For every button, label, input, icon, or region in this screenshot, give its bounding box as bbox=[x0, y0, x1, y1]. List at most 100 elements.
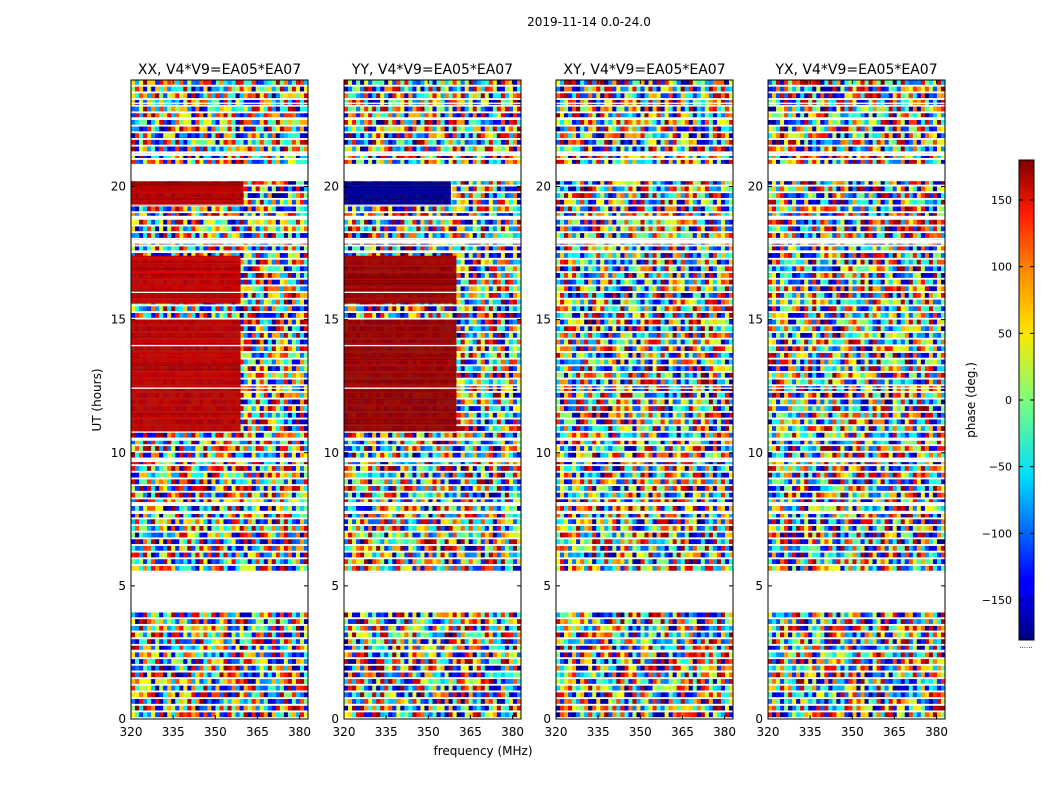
phase-cell bbox=[163, 432, 168, 438]
phase-cell bbox=[303, 712, 308, 718]
phase-cell bbox=[255, 519, 261, 525]
phase-cell bbox=[267, 193, 273, 198]
phase-cell bbox=[271, 93, 277, 99]
phase-cell bbox=[215, 506, 221, 511]
phase-cell bbox=[352, 126, 357, 132]
phase-cell bbox=[344, 146, 349, 152]
phase-cell bbox=[247, 519, 253, 525]
phase-cell bbox=[424, 86, 430, 92]
phase-cell bbox=[191, 486, 196, 491]
phase-cell bbox=[207, 625, 213, 631]
phase-cell bbox=[223, 659, 229, 664]
phase-cell bbox=[199, 639, 205, 644]
phase-cell bbox=[195, 439, 200, 445]
phase-cell bbox=[428, 126, 434, 132]
phase-cell bbox=[251, 226, 257, 232]
phase-cell bbox=[199, 486, 205, 491]
phase-cell bbox=[352, 99, 357, 105]
phase-cell bbox=[167, 659, 172, 664]
phase-cell bbox=[267, 625, 273, 631]
phase-cell bbox=[287, 552, 293, 558]
phase-cell bbox=[243, 645, 249, 651]
phase-cell bbox=[187, 519, 192, 525]
phase-cell bbox=[267, 612, 273, 618]
phase-cell bbox=[283, 339, 289, 345]
phase-cell bbox=[199, 306, 205, 312]
phase-cell bbox=[275, 399, 281, 405]
phase-cell bbox=[279, 80, 285, 85]
phase-cell bbox=[243, 339, 249, 345]
phase-stripe bbox=[131, 198, 244, 200]
phase-cell bbox=[247, 193, 253, 198]
phase-cell bbox=[243, 193, 249, 198]
phase-cell bbox=[239, 206, 245, 212]
phase-cell bbox=[239, 539, 245, 545]
phase-stripe bbox=[131, 301, 241, 303]
flagged-row bbox=[131, 163, 308, 182]
phase-cell bbox=[299, 565, 305, 571]
phase-cell bbox=[392, 126, 397, 132]
phase-cell bbox=[279, 712, 285, 718]
phase-cell bbox=[291, 246, 297, 252]
phase-cell bbox=[263, 679, 269, 684]
phase-cell bbox=[143, 539, 148, 545]
phase-cell bbox=[207, 519, 213, 525]
phase-cell bbox=[287, 492, 293, 498]
phase-cell bbox=[348, 146, 353, 152]
phase-cell bbox=[143, 525, 148, 531]
phase-cell bbox=[295, 266, 301, 272]
phase-cell bbox=[291, 319, 297, 325]
phase-cell bbox=[203, 672, 209, 678]
phase-stripe bbox=[131, 354, 241, 356]
phase-cell bbox=[239, 699, 245, 704]
phase-cell bbox=[183, 80, 188, 85]
phase-cell bbox=[211, 139, 217, 145]
phase-cell bbox=[287, 466, 293, 471]
phase-cell bbox=[243, 659, 249, 664]
phase-cell bbox=[263, 672, 269, 678]
phase-cell bbox=[183, 565, 188, 571]
phase-cell bbox=[187, 506, 192, 511]
phase-cell bbox=[223, 472, 229, 478]
phase-cell bbox=[179, 466, 184, 471]
phase-cell bbox=[259, 286, 265, 292]
phase-cell bbox=[139, 312, 144, 318]
phase-cell bbox=[167, 306, 172, 312]
phase-cell bbox=[187, 86, 192, 92]
phase-cell bbox=[187, 612, 192, 618]
phase-cell bbox=[492, 133, 498, 139]
phase-cell bbox=[151, 705, 156, 711]
phase-cell bbox=[151, 93, 156, 99]
phase-cell bbox=[496, 113, 502, 119]
phase-cell bbox=[247, 625, 253, 631]
phase-cell bbox=[207, 146, 213, 152]
phase-cell bbox=[151, 679, 156, 684]
phase-cell bbox=[191, 685, 196, 691]
phase-cell bbox=[255, 379, 261, 385]
phase-cell bbox=[303, 226, 308, 232]
phase-cell bbox=[159, 93, 164, 99]
phase-cell bbox=[191, 699, 196, 704]
phase-cell bbox=[147, 233, 152, 238]
phase-cell bbox=[271, 106, 277, 112]
phase-cell bbox=[259, 632, 265, 638]
phase-cell bbox=[215, 439, 221, 445]
phase-cell bbox=[271, 712, 277, 718]
phase-cell bbox=[251, 512, 257, 518]
phase-cell bbox=[492, 146, 498, 152]
phase-cell bbox=[251, 266, 257, 272]
phase-cell bbox=[251, 352, 257, 358]
phase-cell bbox=[303, 273, 308, 278]
phase-cell bbox=[464, 133, 470, 139]
phase-cell bbox=[251, 419, 257, 425]
phase-cell bbox=[211, 86, 217, 92]
phase-cell bbox=[227, 139, 233, 145]
phase-cell bbox=[291, 126, 297, 132]
phase-cell bbox=[207, 246, 213, 252]
phase-cell bbox=[203, 206, 209, 212]
phase-cell bbox=[267, 619, 273, 624]
phase-cell bbox=[191, 545, 196, 551]
phase-cell bbox=[283, 506, 289, 511]
phase-cell bbox=[139, 652, 144, 658]
phase-cell bbox=[287, 692, 293, 698]
